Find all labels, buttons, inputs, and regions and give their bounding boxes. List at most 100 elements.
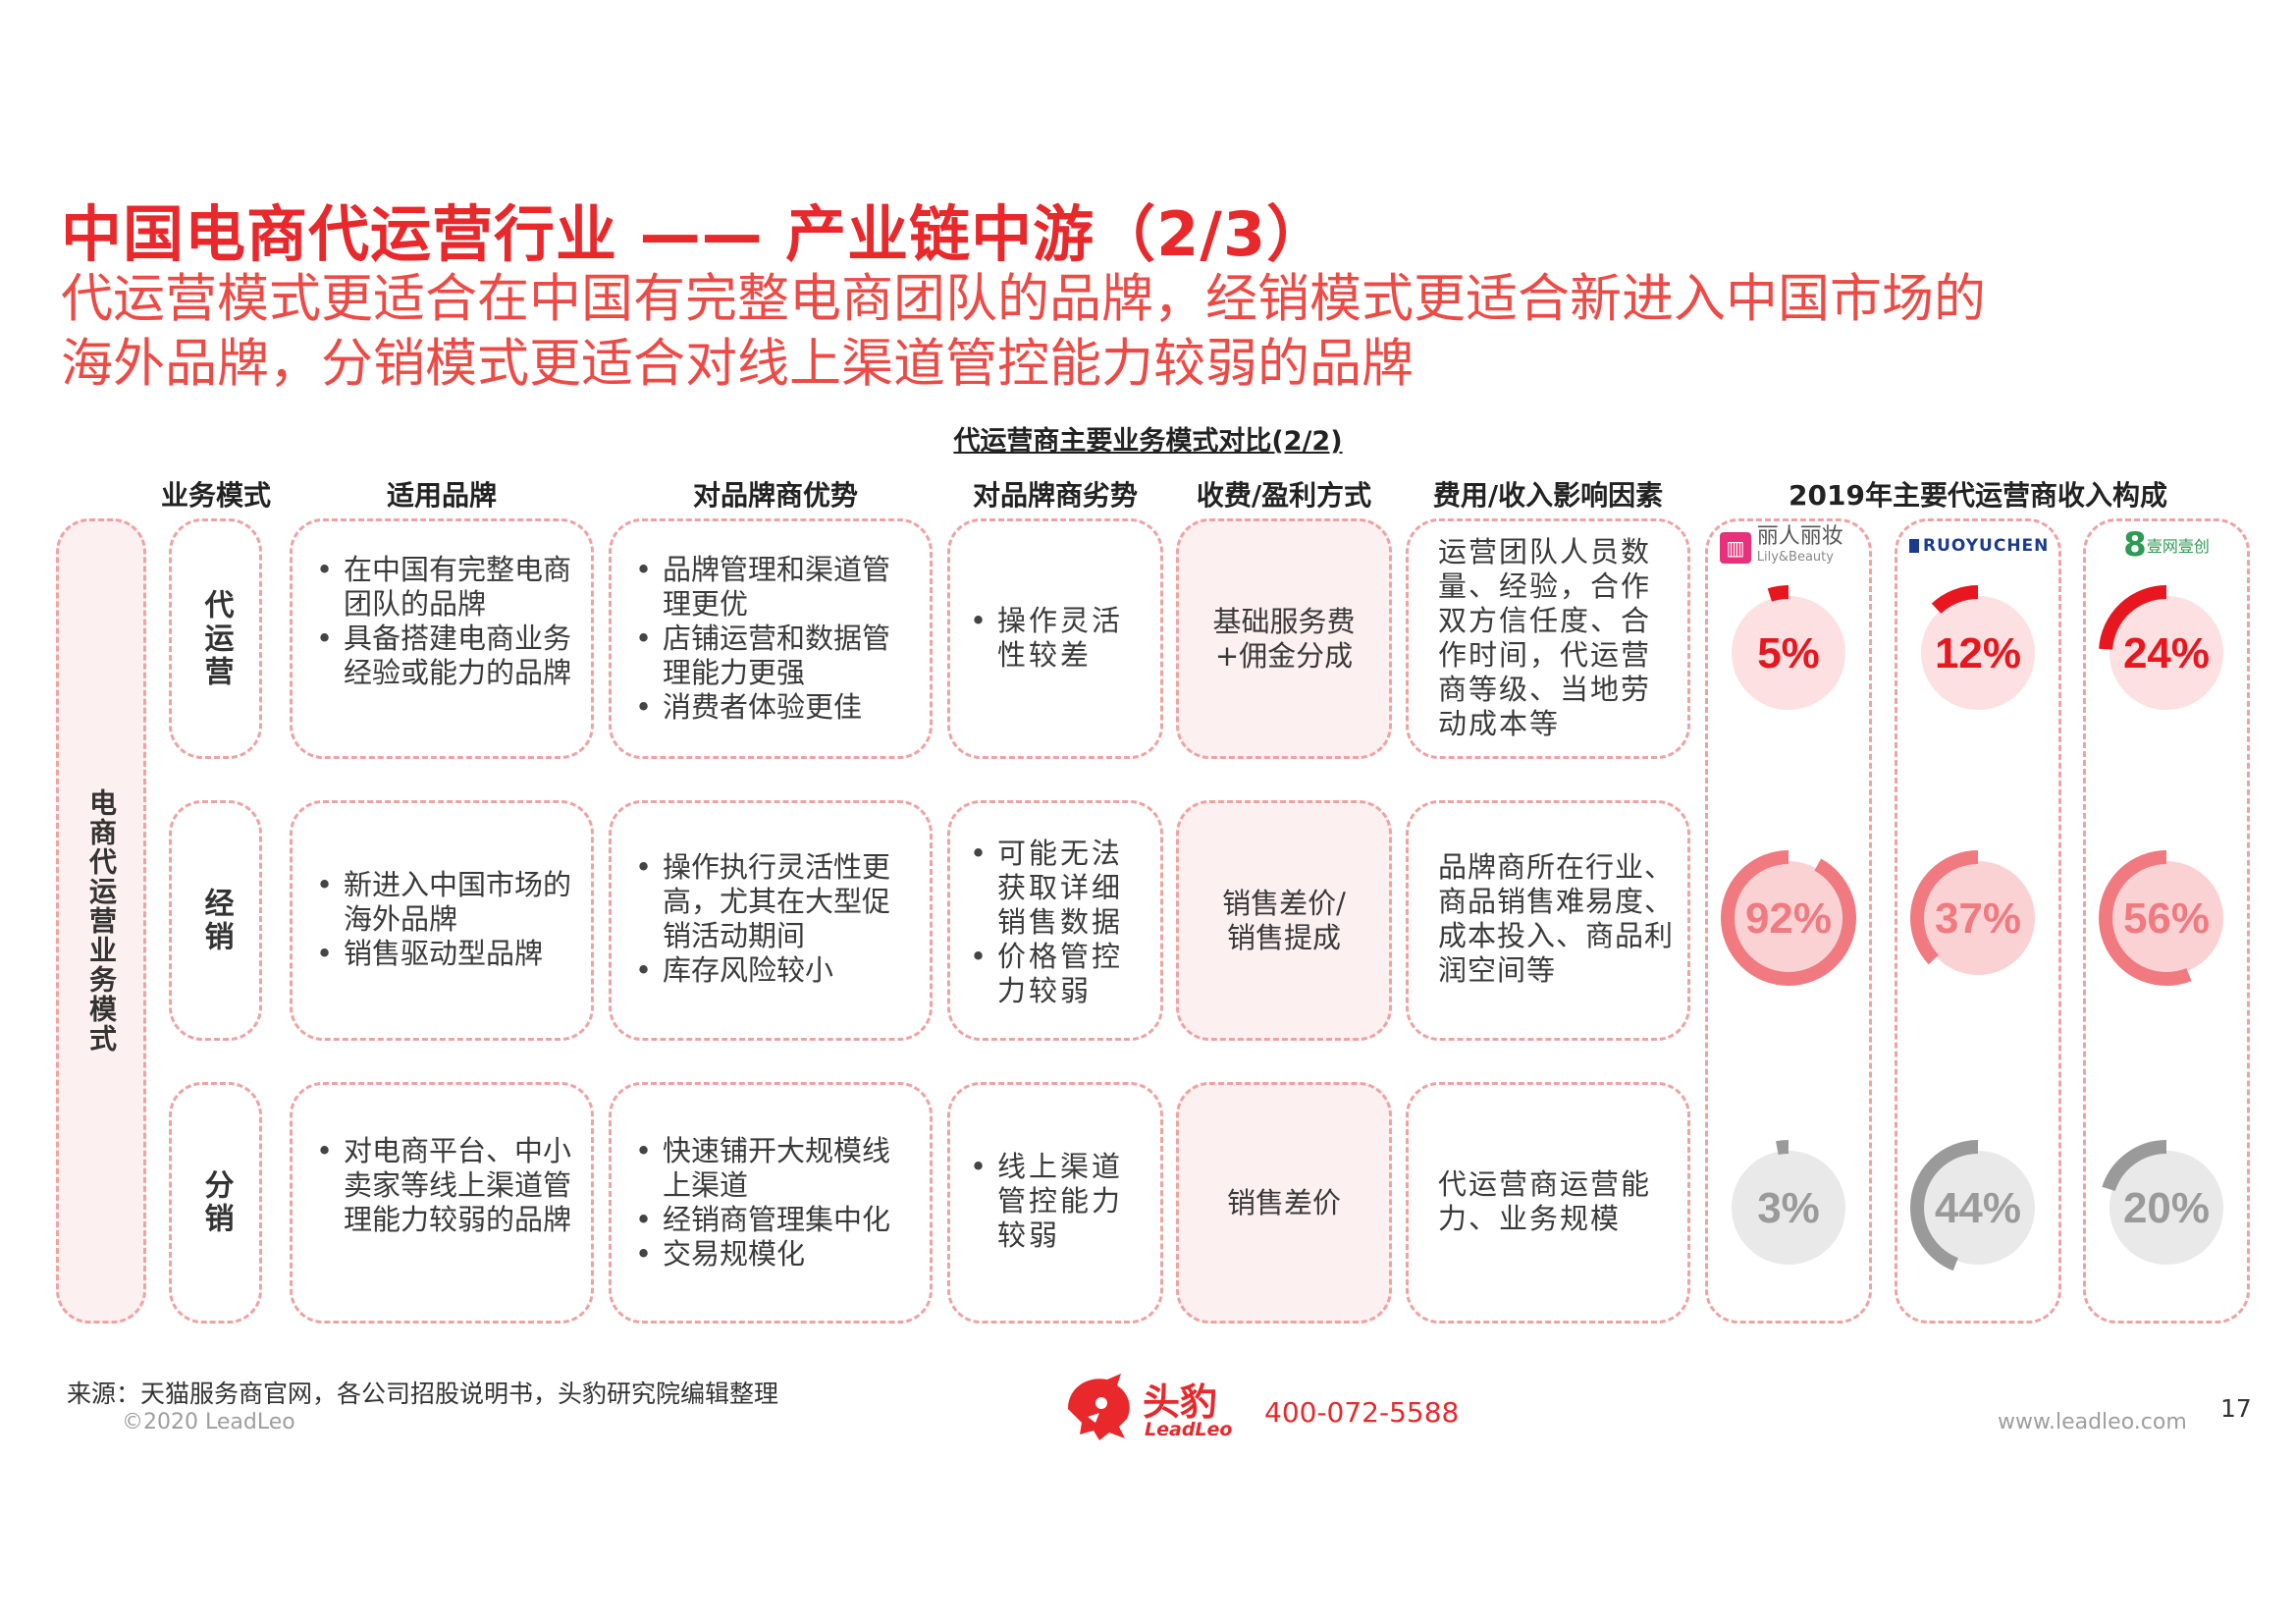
fee-cell: 销售差价	[1176, 1082, 1392, 1324]
list-item: 库存风险较小	[629, 953, 914, 988]
logo-text: 壹网壹创	[2146, 537, 2210, 556]
factors-cell: 运营团队人员数量、经验，合作双方信任度、合作时间，代运营商等级、当地劳动成本等	[1406, 518, 1690, 759]
gauge-2-1: 12%	[1910, 585, 2046, 721]
list-item: 快速铺开大规模线上渠道	[629, 1134, 914, 1203]
fee-cell: 销售差价/销售提成	[1176, 800, 1392, 1041]
gauge-1-2: 92%	[1721, 850, 1856, 986]
list-item: 店铺运营和数据管理能力更强	[629, 622, 914, 690]
disadvantages-cell: 可能无法获取详细销售数据 价格管控力较弱	[947, 800, 1163, 1041]
gauge-background	[2109, 861, 2223, 975]
list-item: 操作执行灵活性更高，尤其在大型促销活动期间	[629, 850, 914, 953]
list-item: 对电商平台、中小卖家等线上渠道管理能力较弱的品牌	[310, 1134, 575, 1237]
source-note: 来源：天猫服务商官网，各公司招股说明书，头豹研究院编辑整理	[67, 1380, 779, 1408]
gauge-label: 92%	[1745, 894, 1832, 943]
brands-cell: 在中国有完整电商团队的品牌 具备搭建电商业务经验或能力的品牌	[290, 518, 594, 759]
gauge-label: 5%	[1757, 629, 1820, 677]
gauge-arc	[1721, 1140, 1856, 1275]
fee-text: 销售差价/销售提成	[1222, 886, 1346, 954]
factors-text: 代运营商运营能力、业务规模	[1438, 1167, 1652, 1235]
list-item: 经销商管理集中化	[629, 1203, 914, 1237]
gauge-background	[2109, 1151, 2223, 1265]
phone-number: 400-072-5588	[1264, 1396, 1460, 1429]
list-item: 在中国有完整电商团队的品牌	[310, 553, 575, 622]
column-header-fee: 收费/盈利方式	[1196, 479, 1372, 512]
list-item: 新进入中国市场的海外品牌	[310, 868, 575, 937]
gauge-arc	[1721, 585, 1856, 721]
subtitle-line-1: 代运营模式更适合在中国有完整电商团队的品牌，经销模式更适合新进入中国市场的	[61, 269, 1986, 329]
gauge-arc	[1721, 850, 1856, 986]
gauge-2-3: 44%	[1910, 1140, 2046, 1275]
gauge-1-3: 3%	[1721, 1140, 1856, 1275]
mode-label-fenxiao: 分销	[169, 1082, 262, 1324]
gauge-3-3: 20%	[2099, 1140, 2234, 1275]
gauge-arc	[1910, 850, 2046, 986]
gauge-label: 12%	[1935, 629, 2021, 677]
list-item: 交易规模化	[629, 1237, 914, 1272]
advantages-cell: 快速铺开大规模线上渠道 经销商管理集中化 交易规模化	[609, 1082, 933, 1324]
column-header-advantages: 对品牌商优势	[692, 479, 858, 512]
column-header-mode: 业务模式	[160, 479, 271, 512]
list-item: 价格管控力较弱	[964, 940, 1147, 1008]
factors-text: 品牌商所在行业、商品销售难易度、成本投入、商品利润空间等	[1438, 850, 1675, 987]
gauge-background	[1921, 596, 2035, 710]
list-item: 线上渠道管控能力较弱	[964, 1150, 1147, 1253]
gauge-label: 20%	[2123, 1184, 2210, 1232]
list-item: 品牌管理和渠道管理更优	[629, 553, 914, 622]
list-item: 可能无法获取详细销售数据	[964, 837, 1147, 940]
logo-mark-icon: 8	[2123, 525, 2147, 565]
gauge-label: 3%	[1757, 1184, 1820, 1232]
gauge-label: 24%	[2123, 629, 2210, 677]
list-item: 操作灵活性较差	[964, 604, 1147, 673]
gauge-background	[1732, 596, 1845, 710]
fee-text: 销售差价	[1226, 1185, 1341, 1219]
brand-en: LeadLeo	[1145, 1419, 1233, 1440]
brands-cell: 新进入中国市场的海外品牌 销售驱动型品牌	[290, 800, 594, 1041]
advantages-cell: 操作执行灵活性更高，尤其在大型促销活动期间 库存风险较小	[609, 800, 933, 1041]
fee-cell: 基础服务费+佣金分成	[1176, 518, 1392, 759]
column-header-revenue: 2019年主要代运营商收入构成	[1789, 479, 2167, 512]
company-logo-3: 8壹网壹创	[2106, 525, 2227, 565]
gauge-label: 37%	[1935, 894, 2021, 943]
page-title: 中国电商代运营行业 —— 产业链中游（2/3）	[61, 198, 1329, 270]
brand-cn: 头豹	[1143, 1380, 1218, 1424]
leadleo-logo: 头豹 LeadLeo	[1060, 1370, 1355, 1448]
gauge-3-2: 56%	[2099, 850, 2234, 986]
column-header-brands: 适用品牌	[386, 479, 497, 512]
gauge-background	[1732, 1151, 1845, 1265]
side-label: 电商代运营业务模式	[56, 518, 146, 1324]
gauge-arc	[2099, 1140, 2234, 1275]
mode-label-jingxiao: 经销	[169, 800, 262, 1041]
logo-subtext: Lily&Beauty	[1756, 550, 1834, 565]
factors-text: 运营团队人员数量、经验，合作双方信任度、合作时间，代运营商等级、当地劳动成本等	[1438, 535, 1652, 740]
column-header-disadvantages: 对品牌商劣势	[972, 479, 1138, 512]
copyright: ©2020 LeadLeo	[122, 1410, 295, 1435]
gauge-arc	[2099, 850, 2234, 986]
page-number: 17	[2220, 1394, 2252, 1423]
company-logo-1: ▥ 丽人丽妆 Lily&Beauty	[1720, 526, 1857, 567]
gauge-2-2: 37%	[1910, 850, 2046, 986]
subtitle-line-2: 海外品牌，分销模式更适合对线上渠道管控能力较弱的品牌	[61, 334, 1414, 394]
mode-label-daiyunying: 代运营	[169, 518, 262, 759]
gauge-background	[1732, 861, 1845, 975]
advantages-cell: 品牌管理和渠道管理更优 店铺运营和数据管理能力更强 消费者体验更佳	[609, 518, 933, 759]
gauge-3-1: 24%	[2099, 585, 2234, 721]
leopard-icon	[1068, 1374, 1130, 1440]
list-item: 具备搭建电商业务经验或能力的品牌	[310, 622, 575, 690]
logo-mark-icon: ▥	[1720, 531, 1751, 564]
gauge-arc	[1910, 585, 2046, 721]
list-item: 消费者体验更佳	[629, 690, 914, 725]
company-logo-2: RUOYUCHEN	[1909, 536, 2050, 556]
list-item: 销售驱动型品牌	[310, 937, 575, 971]
gauge-label: 44%	[1935, 1184, 2021, 1232]
logo-mark-icon	[1909, 539, 1919, 553]
factors-cell: 代运营商运营能力、业务规模	[1406, 1082, 1690, 1324]
disadvantages-cell: 操作灵活性较差	[947, 518, 1163, 759]
factors-cell: 品牌商所在行业、商品销售难易度、成本投入、商品利润空间等	[1406, 800, 1690, 1041]
gauge-background	[1921, 1151, 2035, 1265]
disadvantages-cell: 线上渠道管控能力较弱	[947, 1082, 1163, 1324]
website: www.leadleo.com	[1998, 1410, 2187, 1435]
fee-text: 基础服务费+佣金分成	[1212, 604, 1356, 673]
brands-cell: 对电商平台、中小卖家等线上渠道管理能力较弱的品牌	[290, 1082, 594, 1324]
logo-text: 丽人丽妆	[1756, 524, 1843, 549]
logo-text: RUOYUCHEN	[1923, 536, 2050, 556]
